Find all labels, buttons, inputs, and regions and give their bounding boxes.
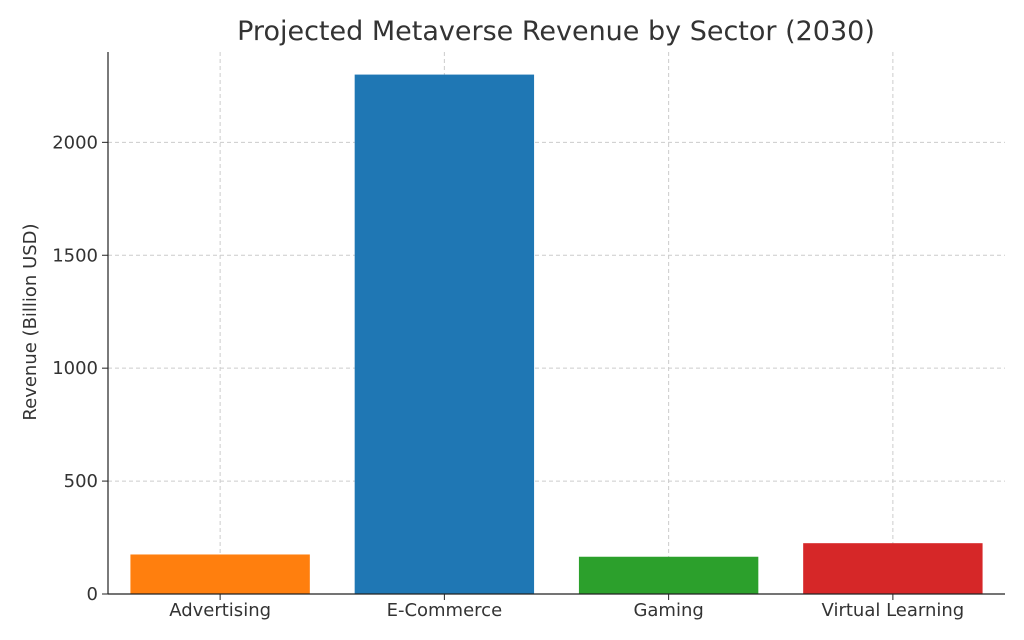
axis-layer xyxy=(107,52,1005,595)
x-tick-label: Virtual Learning xyxy=(822,600,965,621)
chart-title: Projected Metaverse Revenue by Sector (2… xyxy=(237,16,875,47)
bar-gaming xyxy=(578,556,759,594)
grid-layer xyxy=(108,52,1005,594)
bar-e-commerce xyxy=(354,74,535,595)
y-tick-label: 1000 xyxy=(52,358,98,379)
x-tick-label: Advertising xyxy=(169,600,271,621)
bar-advertising xyxy=(130,554,310,594)
y-axis-title: Revenue (Billion USD) xyxy=(20,223,41,420)
x-tick-label: E-Commerce xyxy=(387,600,503,621)
y-tick-label: 1500 xyxy=(52,245,98,266)
y-tick-label: 500 xyxy=(64,471,98,492)
y-tick-label: 2000 xyxy=(52,132,98,153)
y-tick-label: 0 xyxy=(87,584,98,605)
tick-layer: 0 500 1000 1500 2000 Advertising E-Commerce Gam… xyxy=(52,132,964,621)
x-tick-label: Gaming xyxy=(633,600,703,621)
bar-layer xyxy=(130,74,983,595)
bar-virtual-learning xyxy=(803,543,983,594)
